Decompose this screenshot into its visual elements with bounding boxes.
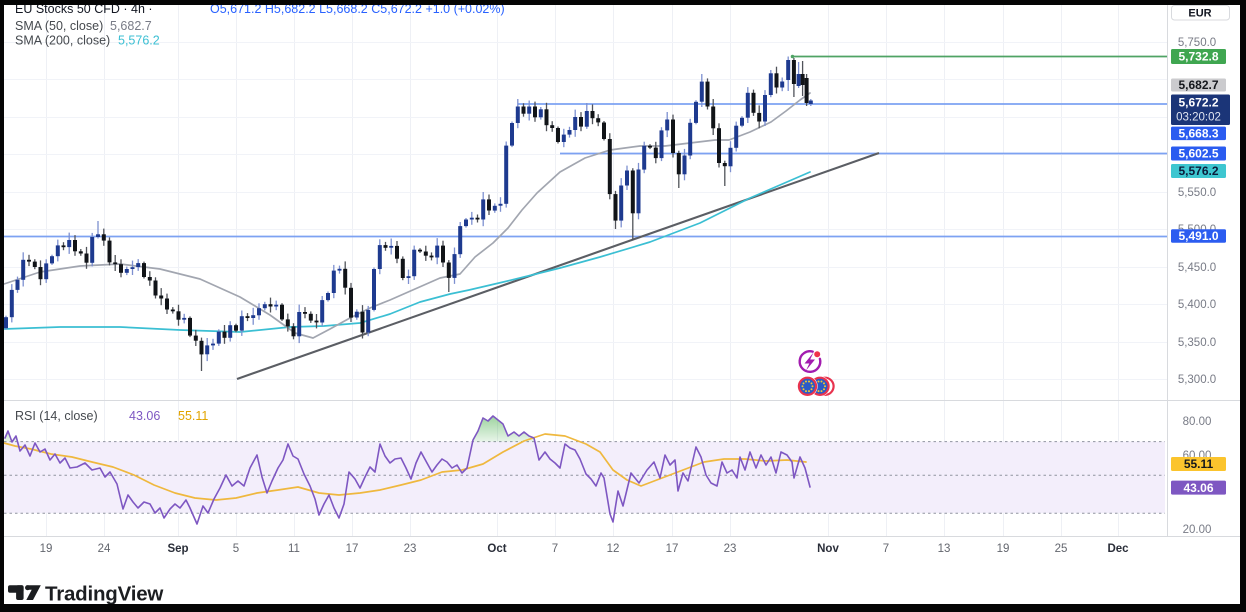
svg-text:11: 11 [288,543,300,555]
svg-text:5,602.5: 5,602.5 [1178,147,1218,161]
svg-text:55.11: 55.11 [178,409,208,423]
svg-text:SMA (50, close): SMA (50, close) [15,19,103,33]
svg-text:13: 13 [938,543,951,555]
svg-text:TradingView: TradingView [45,583,163,606]
svg-text:55.11: 55.11 [1184,457,1214,471]
svg-text:43.06: 43.06 [129,409,160,423]
svg-text:5,350.0: 5,350.0 [1178,337,1216,349]
svg-text:20.00: 20.00 [1183,524,1212,536]
svg-text:SMA (200, close): SMA (200, close) [15,34,110,48]
svg-text:5,576.2: 5,576.2 [118,34,160,48]
svg-text:5,732.8: 5,732.8 [1178,50,1218,64]
svg-text:5,672.2: 5,672.2 [1178,96,1218,110]
svg-text:5,750.0: 5,750.0 [1178,37,1216,49]
svg-text:5,668.3: 5,668.3 [1178,127,1218,141]
svg-text:Sep: Sep [167,543,188,555]
svg-text:5,450.0: 5,450.0 [1178,262,1216,274]
svg-text:23: 23 [724,543,737,555]
svg-text:O5,671.2 H5,682.2 L5,668.2: O5,671.2 H5,682.2 L5,668.2 C5,672.2 +1.0… [210,2,505,16]
svg-text:24: 24 [98,543,111,555]
svg-text:80.00: 80.00 [1183,416,1212,428]
svg-text:5: 5 [233,543,239,555]
svg-text:12: 12 [607,543,620,555]
svg-text:5,682.7: 5,682.7 [110,19,152,33]
svg-text:Oct: Oct [487,543,506,555]
svg-text:7: 7 [552,543,558,555]
svg-text:25: 25 [1055,543,1068,555]
svg-text:Nov: Nov [817,543,839,555]
svg-text:5,682.7: 5,682.7 [1178,78,1218,92]
svg-text:Dec: Dec [1107,543,1129,555]
svg-text:5,550.0: 5,550.0 [1178,187,1216,199]
svg-text:23: 23 [404,543,417,555]
svg-text:5,576.2: 5,576.2 [1178,164,1218,178]
svg-text:19: 19 [40,543,53,555]
svg-text:5,491.0: 5,491.0 [1178,229,1218,243]
svg-text:19: 19 [997,543,1010,555]
svg-text:7: 7 [883,543,889,555]
svg-text:43.06: 43.06 [1183,481,1213,495]
svg-text:5,300.0: 5,300.0 [1178,374,1216,386]
svg-text:17: 17 [346,543,359,555]
svg-text:RSI (14, close): RSI (14, close) [15,409,98,423]
svg-text:5,400.0: 5,400.0 [1178,299,1216,311]
svg-text:03:20:02: 03:20:02 [1176,112,1221,124]
svg-text:17: 17 [666,543,679,555]
svg-text:EU Stocks 50 CFD · 4h ·: EU Stocks 50 CFD · 4h · [15,2,153,16]
svg-text:EUR: EUR [1188,8,1211,20]
